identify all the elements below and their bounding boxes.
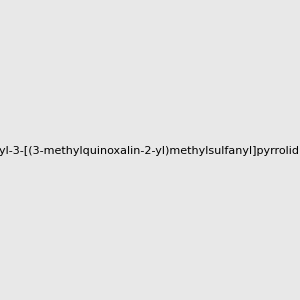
Text: 1-Methyl-3-[(3-methylquinoxalin-2-yl)methylsulfanyl]pyrrolidin-2-one: 1-Methyl-3-[(3-methylquinoxalin-2-yl)met… — [0, 146, 300, 157]
